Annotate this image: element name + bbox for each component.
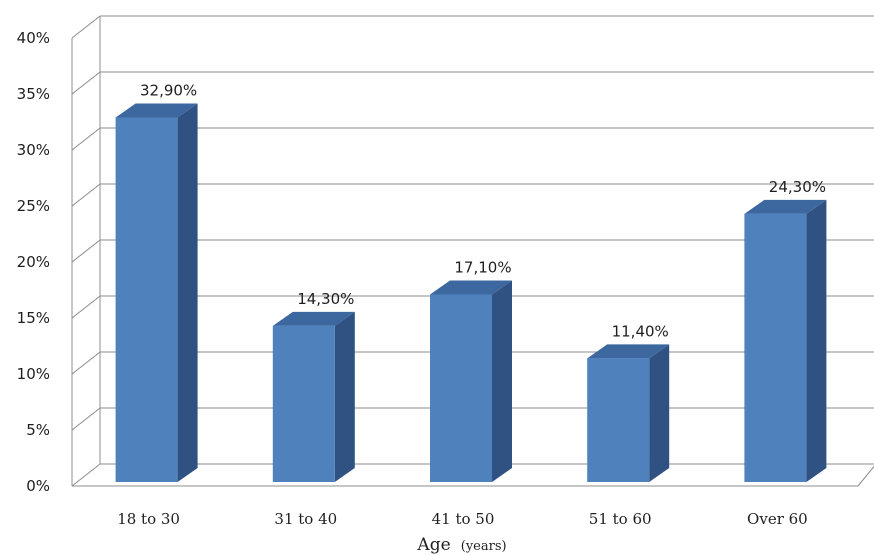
y-tick-label: 30% [17,141,50,159]
y-tick-label: 10% [17,365,50,383]
gridline-diagonal-4 [71,239,101,263]
gridline-diagonal-8 [71,15,101,39]
bar-side-face [177,103,198,483]
bar-top-face [430,280,512,295]
gridline-diagonal-6 [71,127,101,151]
x-tick-label: 51 to 60 [589,510,652,528]
bar-front-face [587,358,650,482]
bar-0 [115,103,198,483]
y-tick-label: 20% [17,253,50,271]
x-axis-title: Age (years) [416,535,506,555]
data-label: 14,30% [297,290,354,308]
gridline-diagonal-3 [71,295,101,319]
gridline-diagonal-7 [71,71,101,95]
bar-side-face [649,344,670,482]
y-tick-label: 0% [26,477,50,495]
x-tick-label: 18 to 30 [117,510,180,528]
bar-top-face [272,311,355,326]
bars-layer [115,103,827,483]
bar-3 [587,344,670,482]
data-label: 17,10% [454,258,511,276]
bar-front-face [430,294,492,482]
data-labels-layer: 32,90% 14,30% 17,10% 11,40% 24,30% [140,82,826,341]
gridline-diagonal-2 [71,351,101,375]
bar-top-face [115,103,198,118]
floor-right-edge [857,465,874,487]
x-axis-title-unit: (years) [461,539,507,554]
bar-side-face [492,280,512,482]
x-tick-label: 41 to 50 [432,510,495,528]
x-tick-label: Over 60 [747,510,808,528]
bar-top-face [587,344,670,359]
data-label: 32,90% [140,82,197,100]
bar-front-face [272,325,335,482]
data-label: 24,30% [769,178,826,196]
y-tick-label: 40% [17,29,50,47]
bar-1 [272,311,355,482]
y-tick-label: 35% [17,85,50,103]
bar-front-face [744,213,807,482]
x-axis-title-main: Age [416,535,450,555]
gridline-diagonal-1 [71,407,101,431]
y-tick-label: 5% [26,421,50,439]
bar-top-face [744,199,827,214]
data-label: 11,40% [612,322,669,340]
bar-side-face [806,199,827,482]
y-axis-ticks: 0% 5% 10% 15% 20% 25% 30% 35% 40% [17,29,50,495]
y-tick-label: 25% [17,197,50,215]
x-axis-ticks: 18 to 30 31 to 40 41 to 50 51 to 60 Over 60 [117,510,808,528]
x-tick-label: 31 to 40 [274,510,337,528]
gridline-diagonal-5 [71,183,101,207]
bar-4 [744,199,827,482]
bar-2 [430,280,512,482]
bar-front-face [115,117,178,483]
bar-side-face [334,311,355,482]
gridline-diagonal-0 [71,463,101,487]
y-tick-label: 15% [17,309,50,327]
